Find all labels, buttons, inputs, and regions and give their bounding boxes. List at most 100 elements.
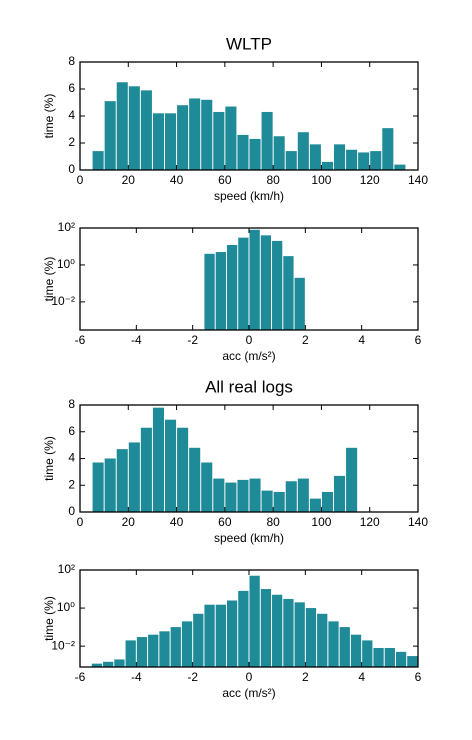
bar bbox=[309, 498, 321, 512]
x-tick-label: 100 bbox=[311, 515, 331, 529]
bar bbox=[104, 458, 116, 512]
bar bbox=[260, 589, 272, 667]
bar bbox=[213, 478, 225, 512]
bar bbox=[309, 144, 321, 170]
bar bbox=[249, 575, 260, 667]
bar bbox=[283, 598, 294, 667]
bar bbox=[237, 134, 249, 170]
bar bbox=[394, 164, 406, 170]
y-axis-label: time (%) bbox=[42, 596, 56, 641]
bar bbox=[407, 656, 418, 667]
bar bbox=[272, 594, 283, 667]
x-tick-label: 40 bbox=[170, 515, 184, 529]
bar bbox=[116, 82, 128, 170]
bar bbox=[225, 482, 237, 512]
bar bbox=[334, 144, 346, 170]
bar bbox=[339, 627, 350, 667]
bar bbox=[346, 149, 358, 170]
bar bbox=[294, 602, 305, 667]
bar bbox=[321, 491, 333, 512]
bar bbox=[249, 138, 261, 170]
bar bbox=[114, 659, 125, 667]
bar bbox=[189, 98, 201, 170]
bar bbox=[285, 481, 297, 512]
bar bbox=[346, 447, 358, 512]
y-tick-label: 8 bbox=[68, 397, 75, 411]
bar bbox=[201, 462, 213, 512]
bar bbox=[92, 462, 104, 512]
bar bbox=[91, 663, 103, 667]
x-tick-label: 120 bbox=[360, 173, 380, 187]
y-tick-label: 6 bbox=[68, 424, 75, 438]
chart-title: WLTP bbox=[226, 34, 272, 53]
x-tick-label: 6 bbox=[415, 670, 422, 684]
bar bbox=[215, 252, 226, 330]
bar bbox=[152, 407, 164, 512]
y-axis-label: time (%) bbox=[42, 257, 56, 302]
bar bbox=[92, 151, 104, 170]
x-tick-label: 80 bbox=[266, 173, 280, 187]
bar bbox=[273, 491, 285, 512]
bar bbox=[260, 235, 272, 330]
bar bbox=[159, 631, 170, 667]
bar bbox=[225, 106, 237, 170]
x-tick-label: 100 bbox=[311, 173, 331, 187]
bar bbox=[362, 640, 373, 667]
y-tick-label: 0 bbox=[68, 504, 75, 518]
bar bbox=[273, 136, 285, 170]
bar bbox=[152, 113, 164, 170]
bar bbox=[136, 637, 148, 667]
x-tick-label: 140 bbox=[408, 173, 428, 187]
bar bbox=[321, 161, 333, 170]
bar bbox=[350, 634, 362, 667]
bar bbox=[238, 590, 249, 667]
bar bbox=[128, 442, 140, 512]
bar bbox=[261, 490, 273, 512]
x-tick-label: 140 bbox=[408, 515, 428, 529]
bar bbox=[249, 478, 261, 512]
bar bbox=[140, 427, 152, 512]
bar bbox=[204, 253, 215, 330]
bar bbox=[104, 101, 116, 170]
bar bbox=[328, 621, 339, 667]
x-tick-label: 2 bbox=[302, 670, 309, 684]
bar bbox=[177, 427, 189, 512]
bar bbox=[213, 111, 225, 170]
x-tick-label: -4 bbox=[131, 333, 142, 347]
y-tick-label: 4 bbox=[68, 108, 75, 122]
bar bbox=[116, 449, 128, 512]
x-tick-label: 0 bbox=[77, 173, 84, 187]
bar bbox=[204, 604, 215, 667]
bar bbox=[128, 86, 140, 170]
x-tick-label: 20 bbox=[122, 515, 136, 529]
x-tick-label: 40 bbox=[170, 173, 184, 187]
y-axis-label: time (%) bbox=[42, 94, 56, 139]
bar bbox=[261, 111, 273, 170]
y-tick-label: 10² bbox=[58, 220, 75, 234]
y-tick-label: 10⁻² bbox=[51, 638, 75, 652]
y-tick-label: 2 bbox=[68, 135, 75, 149]
x-tick-label: 4 bbox=[358, 333, 365, 347]
y-tick-label: 2 bbox=[68, 477, 75, 491]
x-tick-label: 120 bbox=[360, 515, 380, 529]
y-tick-label: 0 bbox=[68, 162, 75, 176]
bar bbox=[140, 90, 152, 170]
bar bbox=[201, 99, 213, 170]
bar bbox=[305, 608, 317, 667]
bar bbox=[294, 277, 305, 330]
bar bbox=[249, 229, 260, 330]
bar bbox=[177, 105, 189, 170]
bar bbox=[189, 447, 201, 512]
axes-frame bbox=[79, 227, 419, 331]
y-tick-label: 4 bbox=[68, 451, 75, 465]
bar bbox=[297, 478, 309, 512]
x-axis-label: acc (m/s²) bbox=[222, 349, 275, 363]
x-tick-label: 80 bbox=[266, 515, 280, 529]
y-axis-label: time (%) bbox=[42, 436, 56, 481]
bar bbox=[181, 621, 193, 667]
chart-title: All real logs bbox=[205, 377, 293, 396]
x-axis-label: speed (km/h) bbox=[214, 189, 284, 203]
x-tick-label: 6 bbox=[415, 333, 422, 347]
y-tick-label: 10⁰ bbox=[57, 600, 75, 614]
